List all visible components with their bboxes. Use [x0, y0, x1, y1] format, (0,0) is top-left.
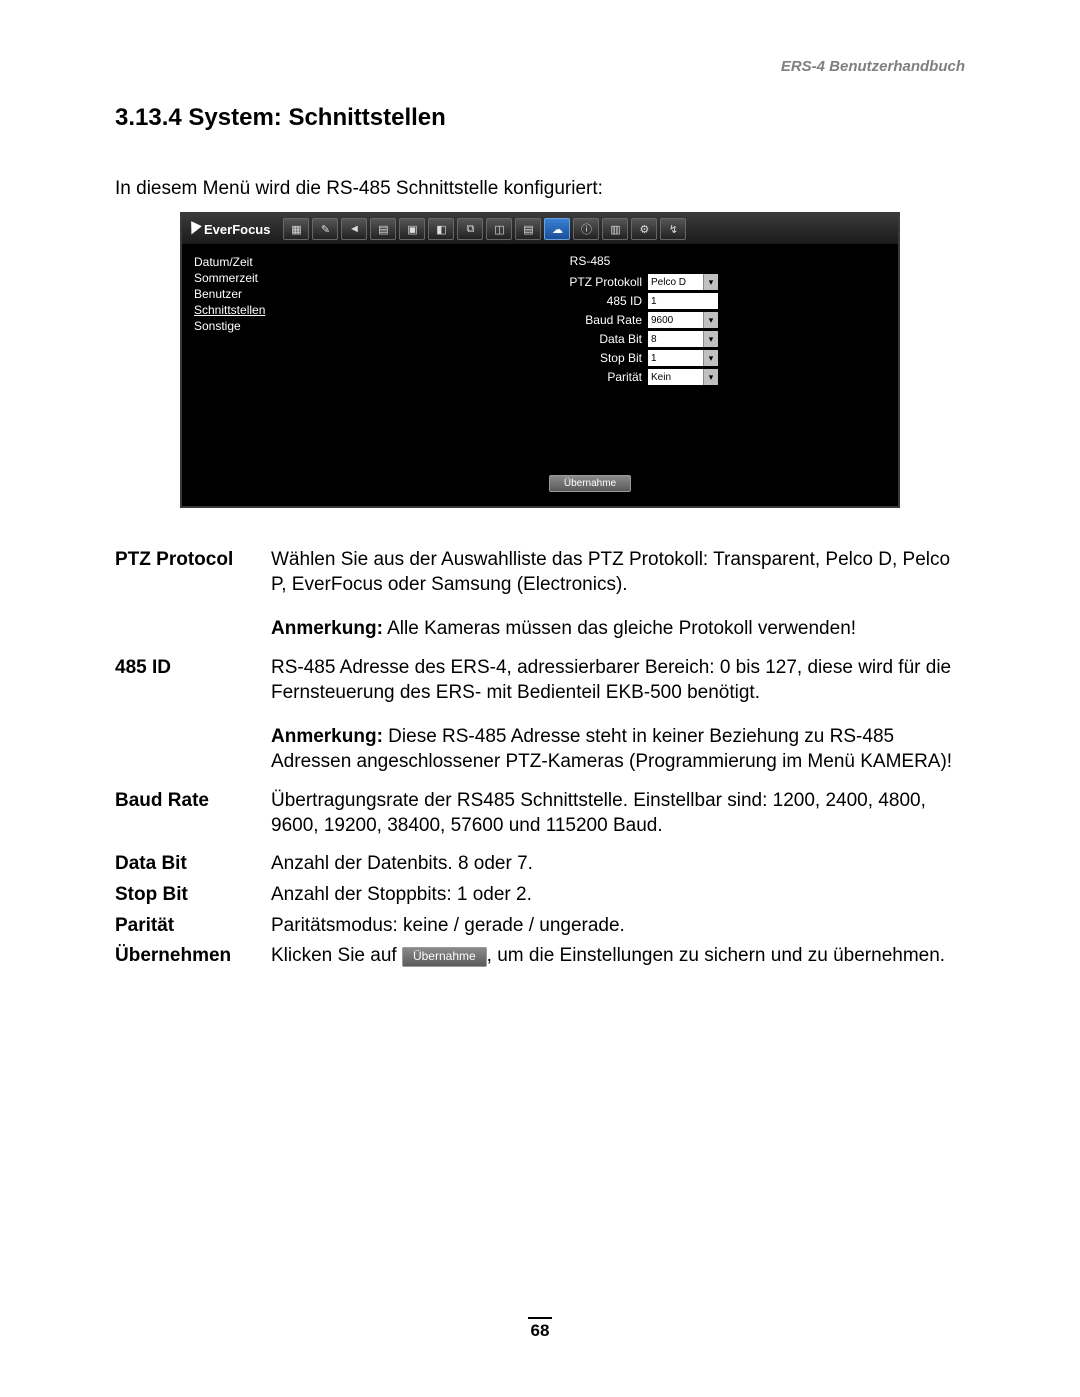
sidebar-item[interactable]: Sonstige — [194, 318, 312, 334]
toolbar-icon[interactable]: ◧ — [428, 218, 454, 240]
def-label-ptz: PTZ Protocol — [115, 548, 271, 642]
form-select[interactable]: 8 — [648, 331, 718, 347]
apply-button[interactable]: Übernahme — [549, 475, 631, 492]
screenshot-form: RS-485 PTZ Protokoll Pelco D 485 ID 1 Baud R… — [322, 244, 898, 506]
def-label-485id: 485 ID — [115, 656, 271, 775]
toolbar-icon[interactable]: ◄ — [341, 218, 367, 240]
form-label: Baud Rate — [462, 313, 642, 327]
def-label-parity: Parität — [115, 914, 271, 939]
def-label-stopbit: Stop Bit — [115, 883, 271, 908]
def-body-stopbit: Anzahl der Stoppbits: 1 oder 2. — [271, 883, 965, 908]
form-row: 485 ID 1 — [322, 293, 858, 309]
def-body-parity: Paritätsmodus: keine / gerade / ungerade… — [271, 914, 965, 939]
inline-apply-button: Übernahme — [402, 947, 487, 967]
toolbar-icon[interactable]: ▤ — [515, 218, 541, 240]
def-label-databit: Data Bit — [115, 852, 271, 877]
section-heading: 3.13.4 System: Schnittstellen — [115, 104, 965, 132]
form-select[interactable]: Pelco D — [648, 274, 718, 290]
screenshot-body: Datum/ZeitSommerzeitBenutzerSchnittstell… — [182, 244, 898, 506]
form-title: RS-485 — [322, 254, 858, 268]
form-row: PTZ Protokoll Pelco D — [322, 274, 858, 290]
sidebar-item[interactable]: Schnittstellen — [194, 302, 312, 318]
screenshot-sidebar: Datum/ZeitSommerzeitBenutzerSchnittstell… — [182, 244, 322, 506]
form-label: Data Bit — [462, 332, 642, 346]
def-label-baud: Baud Rate — [115, 789, 271, 838]
embedded-screenshot: EverFocus ▦✎◄▤▣◧⧉◫▤☁ⓘ▥⚙↯ Datum/ZeitSomme… — [180, 212, 900, 508]
def-body-ptz: Wählen Sie aus der Auswahlliste das PTZ … — [271, 548, 965, 642]
form-row: Stop Bit 1 — [322, 350, 858, 366]
form-select[interactable]: 9600 — [648, 312, 718, 328]
sidebar-item[interactable]: Sommerzeit — [194, 270, 312, 286]
toolbar-icon[interactable]: ▤ — [370, 218, 396, 240]
def-body-databit: Anzahl der Datenbits. 8 oder 7. — [271, 852, 965, 877]
form-label: Stop Bit — [462, 351, 642, 365]
form-select[interactable]: 1 — [648, 350, 718, 366]
toolbar-icon[interactable]: ▦ — [283, 218, 309, 240]
toolbar-icon[interactable]: ▣ — [399, 218, 425, 240]
screenshot-toolbar: EverFocus ▦✎◄▤▣◧⧉◫▤☁ⓘ▥⚙↯ — [182, 214, 898, 244]
definitions-list: PTZ Protocol Wählen Sie aus der Auswahll… — [115, 548, 965, 969]
toolbar-icon[interactable]: ⚙ — [631, 218, 657, 240]
page-header-right: ERS-4 Benutzerhandbuch — [781, 58, 965, 75]
toolbar-icon[interactable]: ⓘ — [573, 218, 599, 240]
toolbar-icon[interactable]: ◫ — [486, 218, 512, 240]
brand-logo: EverFocus — [188, 222, 270, 237]
toolbar-icon[interactable]: ▥ — [602, 218, 628, 240]
def-label-apply: Übernehmen — [115, 944, 271, 969]
sidebar-item[interactable]: Benutzer — [194, 286, 312, 302]
manual-page: ERS-4 Benutzerhandbuch 3.13.4 System: Sc… — [0, 0, 1080, 1397]
sidebar-item[interactable]: Datum/Zeit — [194, 254, 312, 270]
form-row: Parität Kein — [322, 369, 858, 385]
form-input[interactable]: 1 — [648, 293, 718, 309]
form-row: Baud Rate 9600 — [322, 312, 858, 328]
page-number: 68 — [0, 1317, 1080, 1341]
toolbar-icon[interactable]: ✎ — [312, 218, 338, 240]
toolbar-icon[interactable]: ☁ — [544, 218, 570, 240]
def-body-baud: Übertragungsrate der RS485 Schnittstelle… — [271, 789, 965, 838]
toolbar-icon[interactable]: ⧉ — [457, 218, 483, 240]
form-label: 485 ID — [462, 294, 642, 308]
form-select[interactable]: Kein — [648, 369, 718, 385]
brand-text: EverFocus — [204, 222, 270, 237]
form-label: PTZ Protokoll — [462, 275, 642, 289]
intro-text: In diesem Menü wird die RS-485 Schnittst… — [115, 178, 965, 200]
def-body-485id: RS-485 Adresse des ERS-4, adressierbarer… — [271, 656, 965, 775]
brand-icon — [186, 221, 202, 237]
toolbar-icon[interactable]: ↯ — [660, 218, 686, 240]
form-label: Parität — [462, 370, 642, 384]
def-body-apply: Klicken Sie auf Übernahme, um die Einste… — [271, 944, 965, 969]
form-row: Data Bit 8 — [322, 331, 858, 347]
